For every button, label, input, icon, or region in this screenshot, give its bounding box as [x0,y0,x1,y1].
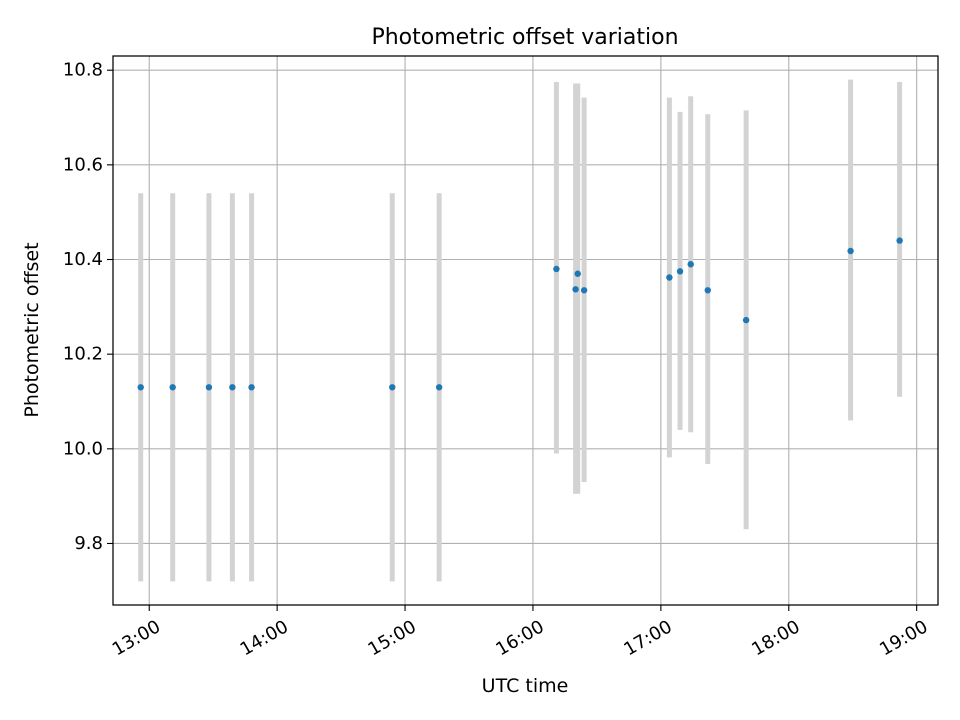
data-point [704,287,711,294]
y-tick-label: 10.8 [63,60,103,81]
y-tick-label: 9.8 [74,533,103,554]
y-tick-label: 10.0 [63,438,103,459]
y-tick-label: 10.4 [63,249,103,270]
data-point [205,384,213,391]
data-point [676,268,684,275]
data-point [553,265,560,273]
data-point [229,384,236,391]
y-tick-label: 10.6 [63,154,103,175]
data-point [248,384,255,391]
data-point [687,261,694,268]
data-point [574,270,581,277]
data-point [389,384,396,391]
data-point [580,287,588,294]
y-axis-label: Photometric offset [21,242,43,417]
y-tick-label: 10.2 [63,344,103,365]
chart-title: Photometric offset variation [371,25,678,50]
data-point [847,247,854,255]
data-point [137,384,144,391]
data-point [435,384,443,391]
data-point [742,316,750,324]
plot-frame [112,55,939,606]
data-point [666,274,673,281]
point-layer [137,237,903,391]
data-point [896,237,903,244]
data-point [572,286,579,293]
data-point [169,384,176,391]
x-axis-label: UTC time [482,675,569,697]
